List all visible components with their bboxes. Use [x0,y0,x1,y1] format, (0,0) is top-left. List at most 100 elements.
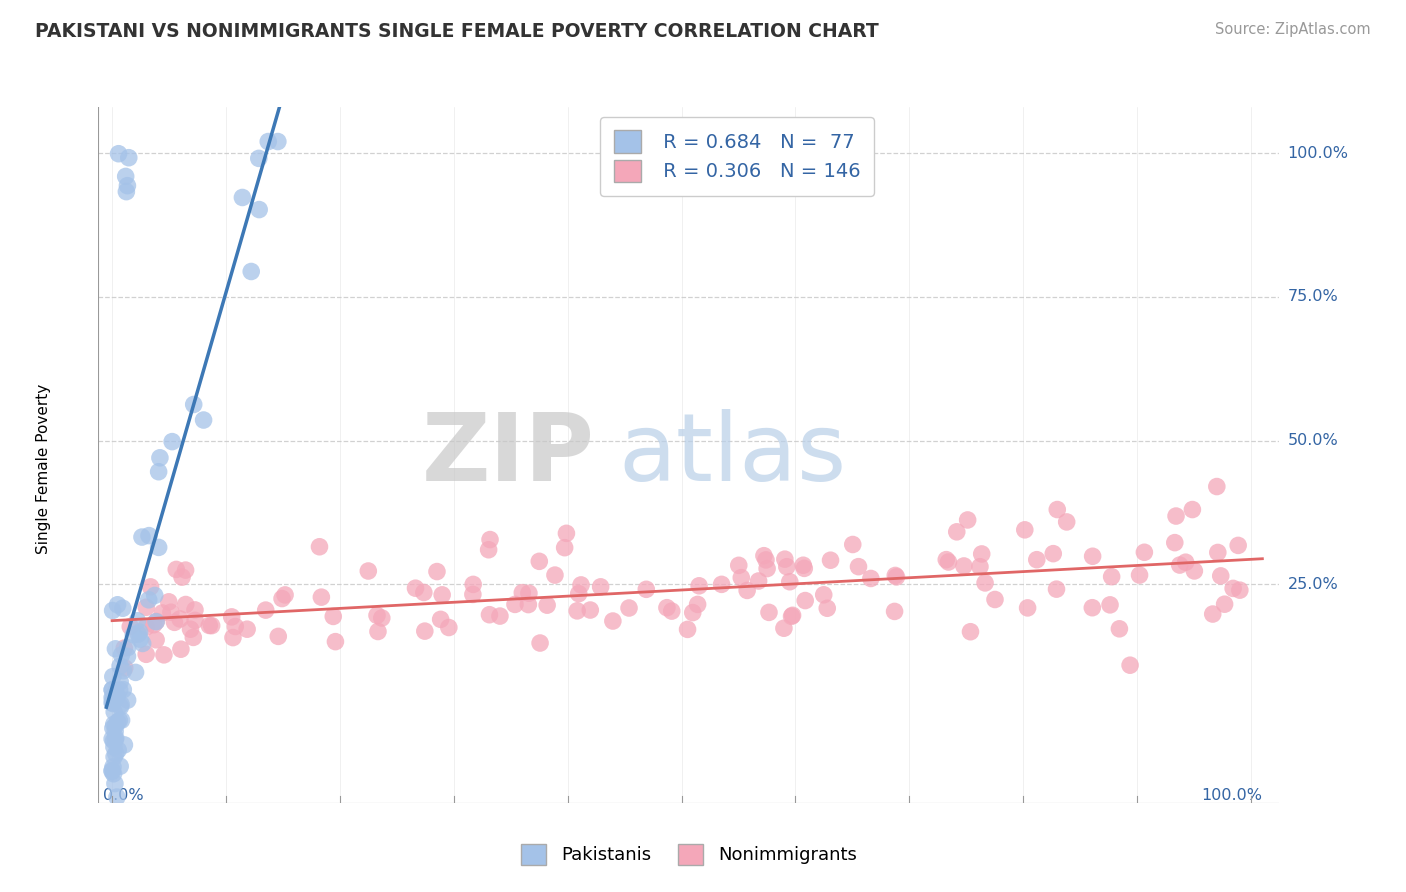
Point [101,760,124,774]
Point [479,533,502,547]
Point [1182,564,1205,578]
Point [756,561,779,575]
Point [107,714,129,729]
Point [165,562,187,576]
Point [108,714,131,728]
Text: 100.0%: 100.0% [1288,145,1348,161]
Point [776,559,799,574]
Point [107,598,129,612]
Point [1108,622,1130,636]
Point [413,624,436,639]
Point [139,580,162,594]
Point [529,554,551,568]
Point [682,606,704,620]
Text: 25.0%: 25.0% [1288,577,1339,591]
Point [131,530,153,544]
Point [110,698,132,712]
Point [103,766,125,780]
Point [101,690,124,705]
Point [163,615,186,630]
Point [1042,547,1064,561]
Point [103,734,125,748]
Point [108,659,131,673]
Point [112,682,135,697]
Point [157,595,180,609]
Point [122,628,145,642]
Point [1119,658,1142,673]
Point [222,631,245,645]
Point [101,682,124,697]
Point [267,629,290,643]
Point [107,743,129,757]
Point [271,591,294,606]
Point [169,612,191,626]
Point [848,559,870,574]
Point [108,674,131,689]
Point [103,705,125,719]
Point [101,764,124,779]
Point [357,564,380,578]
Point [325,634,347,648]
Point [727,558,749,573]
Legend: Pakistanis, Nonimmigrants: Pakistanis, Nonimmigrants [512,835,866,874]
Point [112,664,135,678]
Point [107,146,129,161]
Text: 0.0%: 0.0% [103,789,143,804]
Point [412,585,434,599]
Point [104,641,127,656]
Point [1206,545,1229,559]
Point [405,581,427,595]
Point [813,588,835,602]
Point [153,648,176,662]
Point [267,135,290,149]
Point [254,603,277,617]
Point [489,609,512,624]
Point [554,541,576,555]
Point [135,620,157,634]
Point [110,699,132,714]
Point [959,624,981,639]
Point [569,578,592,592]
Point [1164,535,1187,549]
Point [201,618,224,632]
Point [815,601,838,615]
Point [1081,549,1104,564]
Point [478,542,501,557]
Point [426,565,449,579]
Point [884,568,907,582]
Point [104,684,127,698]
Point [183,397,205,411]
Point [883,604,905,618]
Point [149,450,172,465]
Point [1227,538,1250,552]
Point [160,434,183,449]
Point [240,264,263,278]
Point [710,577,733,591]
Point [1174,555,1197,569]
Point [617,601,640,615]
Point [371,611,394,625]
Point [104,718,127,732]
Text: 75.0%: 75.0% [1288,289,1339,304]
Point [755,553,778,567]
Point [555,526,578,541]
Point [517,586,540,600]
Point [780,609,803,624]
Point [794,593,817,607]
Point [221,610,243,624]
Point [148,465,170,479]
Point [478,607,501,622]
Point [970,547,993,561]
Point [688,579,710,593]
Point [112,641,135,656]
Point [773,621,796,635]
Point [101,682,124,697]
Point [112,738,135,752]
Point [730,571,752,585]
Point [274,588,297,602]
Point [114,661,136,675]
Point [101,690,124,704]
Point [110,713,132,727]
Point [437,620,460,634]
Point [103,739,125,754]
